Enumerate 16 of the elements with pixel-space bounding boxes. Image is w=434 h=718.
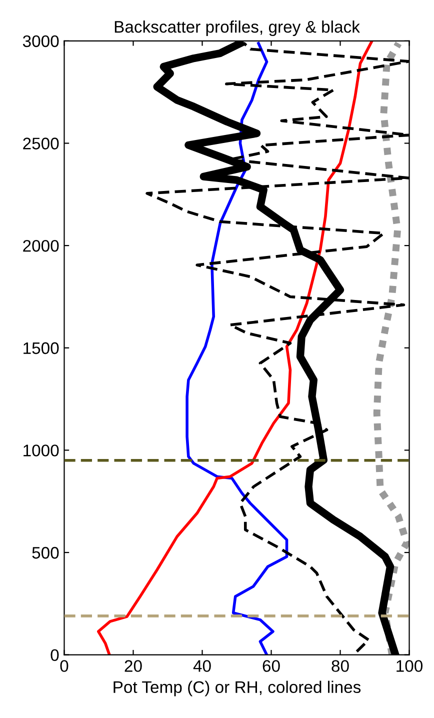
y-tick-label: 1500 [24,342,59,354]
chart-title: Backscatter profiles, grey & black [114,20,360,36]
x-tick-label: 80 [332,660,349,672]
y-tick-label: 0 [50,649,59,662]
x-tick-label: 40 [193,660,211,672]
line-series [97,40,374,655]
y-tick-label: 1000 [24,444,59,456]
y-tick-label: 2000 [23,240,59,252]
y-tick-label: 500 [32,546,59,559]
x-tick-label: 60 [262,660,280,672]
x-tick-label: 0 [60,660,68,672]
y-tick-label: 3000 [22,35,59,48]
y-tick-label: 2500 [23,138,59,150]
x-tick-label: 100 [396,660,423,672]
x-axis-title: Pot Temp (C) or RH, colored lines [114,680,361,696]
x-tick-label: 20 [124,660,142,672]
